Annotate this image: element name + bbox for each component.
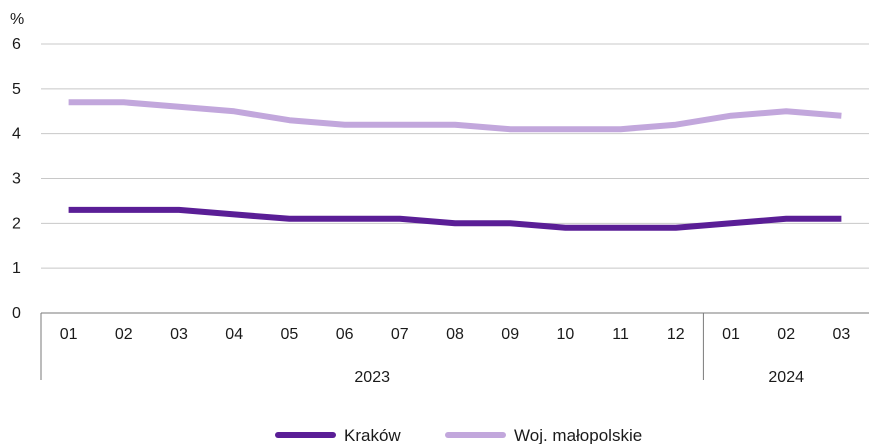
- x-tick-label: 03: [833, 326, 851, 343]
- x-tick-label: 01: [722, 326, 740, 343]
- series-lines: [68, 99, 842, 231]
- y-tick-label: 3: [12, 171, 21, 188]
- x-tick-label: 07: [391, 326, 409, 343]
- grid-lines: [41, 43, 869, 269]
- y-tick-label: 4: [12, 126, 21, 143]
- x-tick-label: 11: [612, 326, 629, 343]
- y-tick-label: 6: [12, 36, 21, 53]
- year-label: 2024: [768, 369, 804, 386]
- y-tick-label: 1: [12, 260, 21, 277]
- y-axis-unit-label: %: [10, 11, 24, 28]
- x-tick-label: 05: [281, 326, 299, 343]
- y-tick-label: 5: [12, 81, 21, 98]
- x-tick-label: 12: [667, 326, 685, 343]
- legend-label: Kraków: [344, 426, 401, 444]
- legend-label: Woj. małopolskie: [514, 426, 642, 444]
- x-tick-label: 01: [60, 326, 78, 343]
- x-tick-label: 02: [115, 326, 133, 343]
- x-tick-label: 03: [170, 326, 188, 343]
- series-line-1: [68, 99, 842, 133]
- y-tick-label: 2: [12, 215, 21, 232]
- x-axis: 01 02 03 04 05 06 07 08 09 10 11 12 01 02 03 2023 2024: [40, 312, 869, 386]
- x-tick-label: 06: [336, 326, 354, 343]
- year-label: 2023: [354, 369, 390, 386]
- x-tick-label: 08: [446, 326, 464, 343]
- legend: Kraków Woj. małopolskie: [275, 426, 642, 444]
- series-line-0: [68, 206, 842, 231]
- x-tick-label: 02: [777, 326, 795, 343]
- x-tick-label: 04: [225, 326, 243, 343]
- x-tick-label: 10: [557, 326, 575, 343]
- y-axis-ticks: 0 1 2 3 4 5 6: [12, 36, 21, 322]
- y-tick-label: 0: [12, 305, 21, 322]
- x-tick-label: 09: [501, 326, 519, 343]
